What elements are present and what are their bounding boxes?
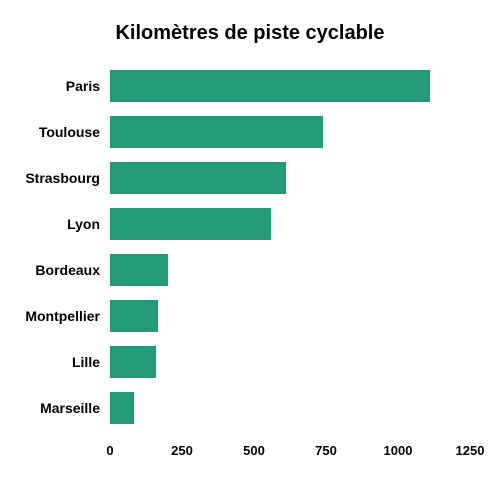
bar <box>110 392 134 424</box>
bar-label: Strasbourg <box>25 170 110 186</box>
x-tick: 750 <box>315 443 337 458</box>
bar-row: Toulouse <box>110 114 470 150</box>
bar-label: Toulouse <box>39 124 110 140</box>
bar-label: Marseille <box>40 400 110 416</box>
chart-plot-area: Paris Toulouse Strasbourg Lyon Bordeaux … <box>110 57 470 437</box>
x-tick: 0 <box>106 443 113 458</box>
x-tick: 1250 <box>456 443 485 458</box>
bar-label: Lyon <box>67 216 110 232</box>
bars-container: Paris Toulouse Strasbourg Lyon Bordeaux … <box>110 57 470 437</box>
bar-row: Bordeaux <box>110 252 470 288</box>
bar <box>110 162 286 194</box>
bar <box>110 346 156 378</box>
bar-label: Paris <box>66 78 110 94</box>
bar <box>110 254 168 286</box>
bar-row: Paris <box>110 68 470 104</box>
x-tick: 250 <box>171 443 193 458</box>
bar <box>110 116 323 148</box>
bar-row: Lille <box>110 344 470 380</box>
bar-row: Marseille <box>110 390 470 426</box>
bar <box>110 300 158 332</box>
chart-title: Kilomètres de piste cyclable <box>0 0 500 57</box>
bar-label: Montpellier <box>25 308 110 324</box>
x-tick: 500 <box>243 443 265 458</box>
bar-label: Lille <box>72 354 110 370</box>
bar-row: Montpellier <box>110 298 470 334</box>
x-axis: 0 250 500 750 1000 1250 <box>110 437 470 467</box>
bar-row: Strasbourg <box>110 160 470 196</box>
x-tick: 1000 <box>384 443 413 458</box>
bar <box>110 70 430 102</box>
bar-row: Lyon <box>110 206 470 242</box>
bar <box>110 208 271 240</box>
bar-label: Bordeaux <box>35 262 110 278</box>
